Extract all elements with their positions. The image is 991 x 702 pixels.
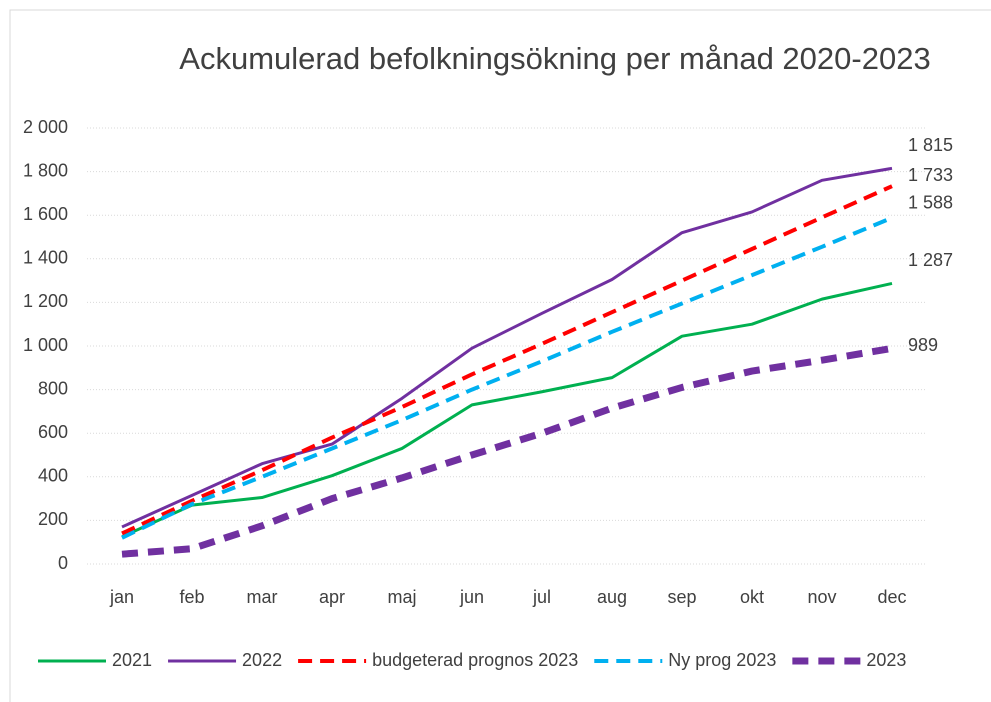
- x-tick-label: okt: [740, 587, 764, 607]
- y-tick-label: 1 000: [23, 335, 68, 355]
- series-line: [121, 166, 893, 529]
- x-tick-label: feb: [179, 587, 204, 607]
- data-label: 1 287: [908, 250, 953, 270]
- y-tick-label: 1 400: [23, 248, 68, 268]
- y-tick-label: 0: [58, 553, 68, 573]
- y-tick-label: 1 800: [23, 160, 68, 180]
- series-line: [121, 281, 893, 539]
- y-tick-label: 2 000: [23, 117, 68, 137]
- y-tick-label: 600: [38, 422, 68, 442]
- x-tick-label: jan: [109, 587, 134, 607]
- x-tick-label: mar: [247, 587, 278, 607]
- x-tick-label: aug: [597, 587, 627, 607]
- y-tick-label: 1 600: [23, 204, 68, 224]
- y-tick-label: 200: [38, 509, 68, 529]
- y-tick-label: 800: [38, 378, 68, 398]
- y-tick-label: 1 200: [23, 291, 68, 311]
- data-label: 1 815: [908, 135, 953, 155]
- x-tick-label: dec: [877, 587, 906, 607]
- x-tick-label: nov: [807, 587, 836, 607]
- series-line: [121, 215, 893, 540]
- chart-border: [9, 9, 991, 702]
- legend-label: budgeterad prognos 2023: [372, 650, 578, 670]
- legend-label: Ny prog 2023: [668, 650, 776, 670]
- data-label: 989: [908, 335, 938, 355]
- data-label: 1 733: [908, 165, 953, 185]
- x-tick-label: sep: [667, 587, 696, 607]
- series-line: [121, 344, 893, 558]
- chart-title: Ackumulerad befolkningsökning per månad …: [179, 41, 931, 76]
- y-tick-label: 400: [38, 466, 68, 486]
- legend-label: 2023: [866, 650, 906, 670]
- legend-label: 2021: [112, 650, 152, 670]
- series-line: [121, 184, 893, 536]
- legend-label: 2022: [242, 650, 282, 670]
- data-label: 1 588: [908, 193, 953, 213]
- x-tick-label: maj: [387, 587, 416, 607]
- x-tick-label: jul: [532, 587, 551, 607]
- x-tick-label: apr: [319, 587, 345, 607]
- x-tick-label: jun: [459, 587, 484, 607]
